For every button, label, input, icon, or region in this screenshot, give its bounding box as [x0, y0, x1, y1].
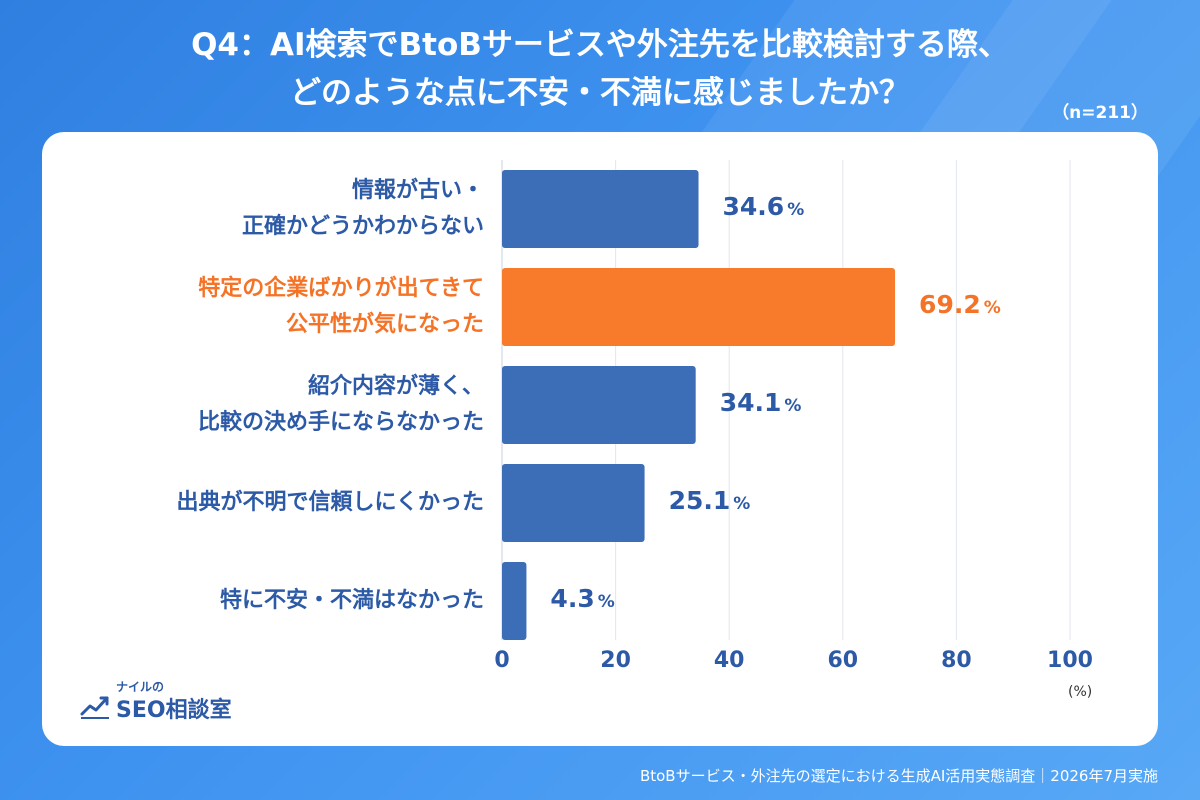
chart-title-line-2: どのような点に不安・不満に感じましたか？: [290, 75, 910, 111]
value-suffix: %: [784, 396, 802, 416]
category-label: 特定の企業ばかりが出てきて公平性が気になった: [64, 271, 484, 343]
x-tick-label: 60: [827, 648, 859, 673]
value-number: 25.1: [668, 486, 731, 515]
category-label-line: 特定の企業ばかりが出てきて: [198, 276, 484, 301]
logo: ナイルの SEO相談室: [80, 678, 250, 726]
value-label: 34.6%: [723, 192, 805, 221]
category-label: 出典が不明で信頼しにくかった: [64, 485, 484, 521]
chart-trend-icon: [80, 696, 109, 719]
value-number: 69.2: [919, 290, 981, 319]
category-label-line: 正確かどうかわからない: [241, 214, 484, 239]
value-number: 34.6: [722, 192, 785, 221]
value-number: 34.1: [719, 388, 782, 417]
sample-size-label: （n=211）: [1052, 103, 1148, 123]
value-suffix: %: [733, 494, 751, 514]
category-label-line: 出典が不明で信頼しにくかった: [176, 490, 484, 515]
value-label: 25.1%: [669, 486, 751, 515]
x-tick-label: 40: [713, 648, 745, 673]
logo-big-text: SEO相談室: [116, 698, 232, 723]
bar: [502, 268, 896, 346]
category-label-line: 特に不安・不満はなかった: [219, 588, 484, 613]
chart-title-line-1: Q4：AI検索でBtoBサービスや外注先を比較検討する際、: [191, 27, 1009, 63]
bar: [502, 366, 696, 444]
value-number: 4.3: [550, 584, 595, 613]
logo-small-text: ナイルの: [116, 680, 165, 694]
category-label-line: 比較の決め手にならなかった: [197, 410, 484, 435]
category-label-line: 紹介内容が薄く、: [307, 374, 484, 399]
value-suffix: %: [787, 200, 805, 220]
bar: [502, 562, 527, 640]
category-label-line: 情報が古い・: [351, 178, 484, 203]
value-suffix: %: [983, 298, 1001, 318]
value-label: 4.3%: [550, 584, 614, 613]
bar: [502, 170, 699, 248]
value-suffix: %: [597, 592, 615, 612]
category-label-line: 公平性が気になった: [285, 312, 484, 337]
x-tick-label: 100: [1047, 648, 1093, 673]
category-label: 情報が古い・正確かどうかわからない: [64, 173, 484, 245]
x-tick-label: 0: [494, 648, 510, 673]
x-tick-label: 20: [600, 648, 631, 673]
category-label: 紹介内容が薄く、比較の決め手にならなかった: [64, 369, 484, 441]
footer-source: BtoBサービス・外注先の選定における生成AI活用実態調査｜2026年7月実施: [639, 767, 1158, 785]
value-label: 69.2%: [919, 290, 1001, 319]
x-axis-unit: (%): [1068, 684, 1093, 700]
category-label: 特に不安・不満はなかった: [64, 583, 484, 619]
x-tick-label: 80: [941, 648, 972, 673]
value-label: 34.1%: [720, 388, 802, 417]
bar: [502, 464, 645, 542]
